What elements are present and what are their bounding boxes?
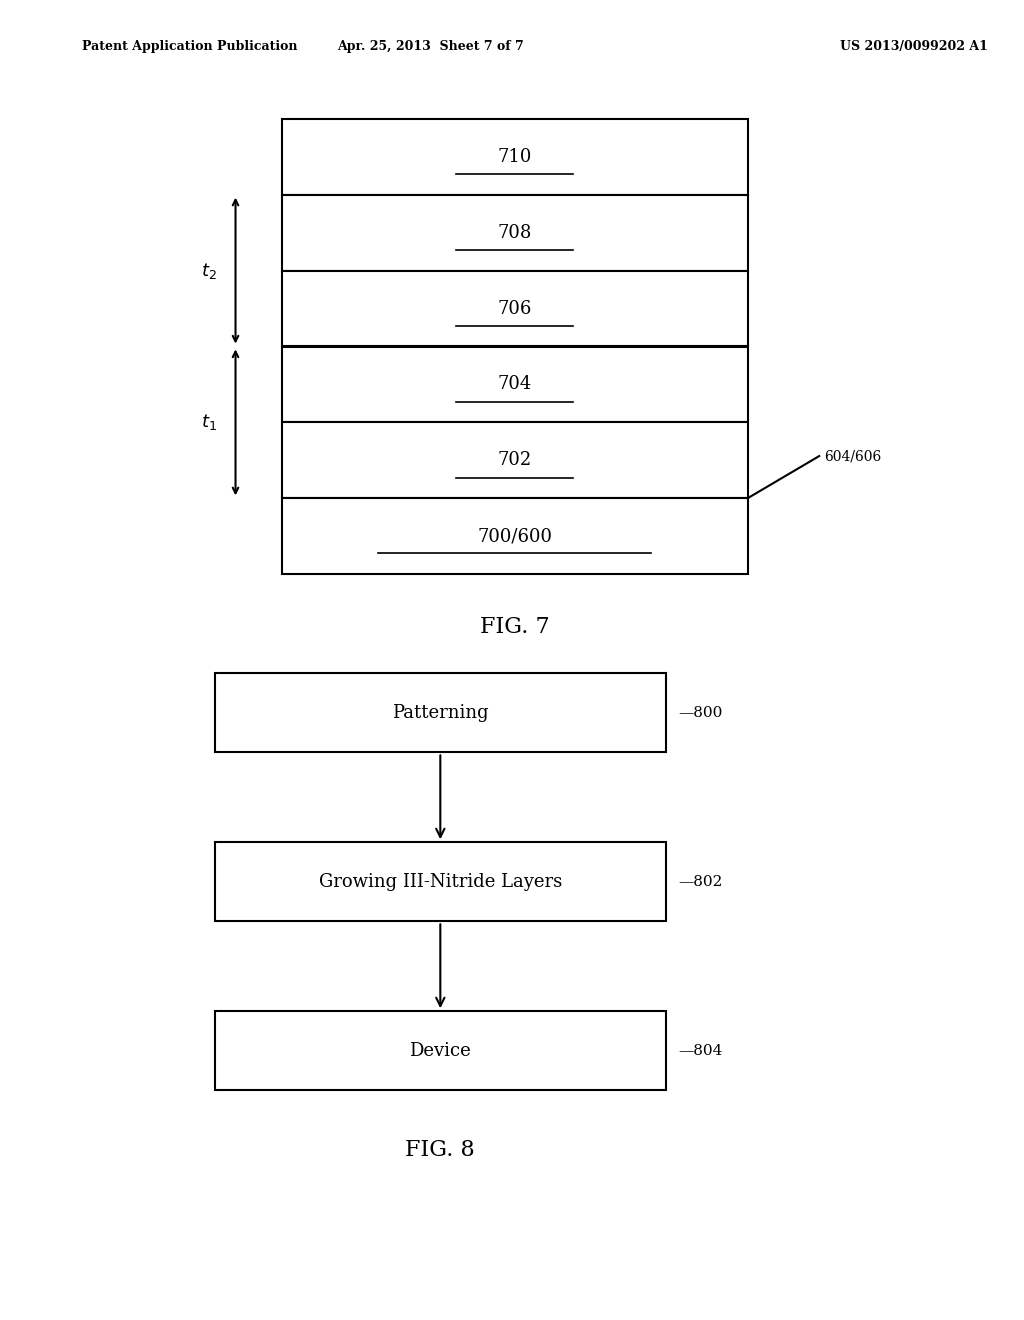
Text: $t_1$: $t_1$ — [201, 412, 217, 433]
Bar — [282, 499, 748, 574]
Text: —802: —802 — [678, 875, 722, 888]
Bar — [215, 842, 666, 921]
Bar — [282, 194, 748, 271]
Text: Device: Device — [410, 1041, 471, 1060]
Text: —800: —800 — [678, 706, 722, 719]
Text: 710: 710 — [498, 148, 531, 166]
Text: —804: —804 — [678, 1044, 722, 1057]
Text: 700/600: 700/600 — [477, 527, 552, 545]
Text: 604/606: 604/606 — [824, 449, 882, 463]
Text: 708: 708 — [498, 223, 531, 242]
Text: Apr. 25, 2013  Sheet 7 of 7: Apr. 25, 2013 Sheet 7 of 7 — [337, 40, 523, 53]
Text: 706: 706 — [498, 300, 531, 318]
Text: Growing III-Nitride Layers: Growing III-Nitride Layers — [318, 873, 562, 891]
Text: FIG. 8: FIG. 8 — [406, 1139, 475, 1160]
Text: FIG. 7: FIG. 7 — [480, 616, 549, 638]
Text: 702: 702 — [498, 451, 531, 470]
Text: 704: 704 — [498, 375, 531, 393]
Bar — [215, 1011, 666, 1090]
Bar — [282, 422, 748, 499]
Bar — [282, 346, 748, 422]
Bar — [282, 119, 748, 195]
Text: US 2013/0099202 A1: US 2013/0099202 A1 — [840, 40, 987, 53]
Text: $t_2$: $t_2$ — [202, 260, 217, 281]
Text: Patent Application Publication: Patent Application Publication — [82, 40, 297, 53]
Bar — [282, 271, 748, 346]
Text: Patterning: Patterning — [392, 704, 488, 722]
Bar — [215, 673, 666, 752]
